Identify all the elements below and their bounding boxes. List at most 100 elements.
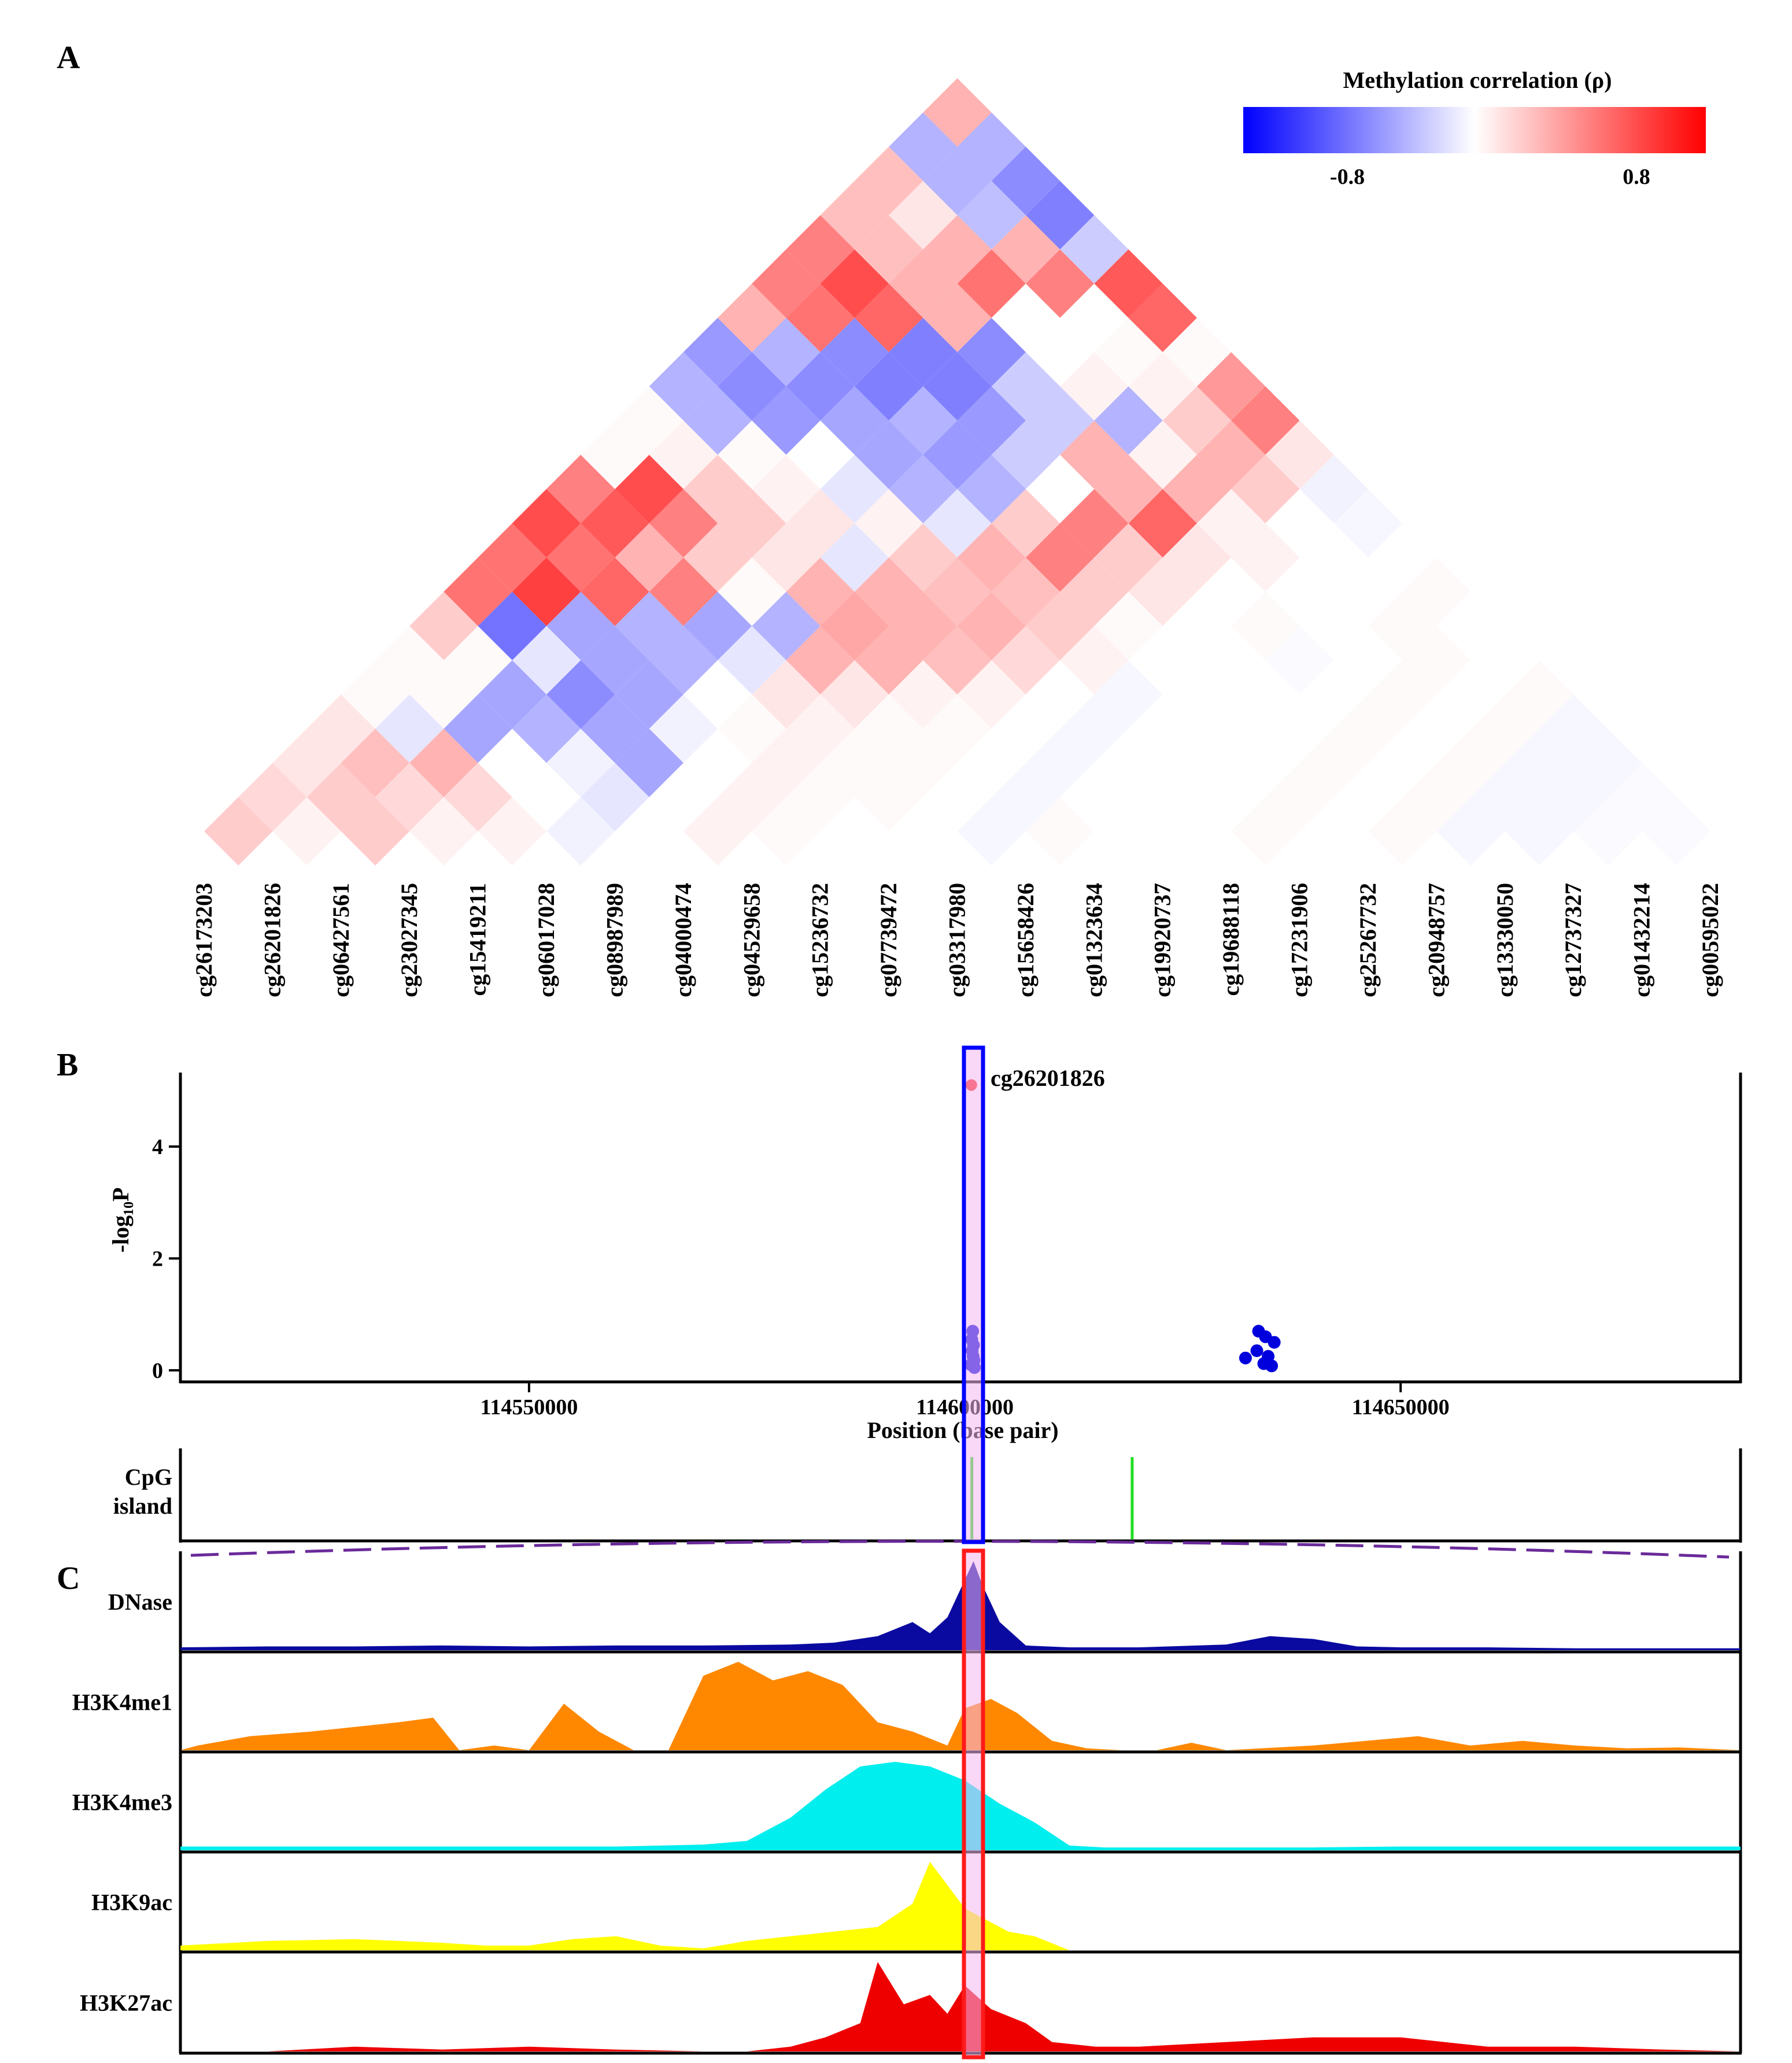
heatmap-cell xyxy=(512,626,581,694)
panel-label-b: B xyxy=(57,1047,78,1083)
heatmap-cell xyxy=(1128,420,1197,489)
scatter-point xyxy=(1265,1359,1279,1373)
heatmap-cell xyxy=(1162,523,1232,592)
heatmap-cell xyxy=(854,626,923,694)
heatmap-cell xyxy=(991,420,1061,489)
cpg-label: cg07739472 xyxy=(875,883,901,997)
highlight-box-blue xyxy=(962,1045,985,1544)
heatmap-cell xyxy=(512,489,581,558)
heatmap-cell xyxy=(272,729,341,797)
heatmap-cell xyxy=(923,283,992,352)
heatmap-cell xyxy=(854,146,923,216)
heatmap-cell xyxy=(854,489,923,558)
heatmap-cell xyxy=(1196,626,1266,694)
heatmap-cell xyxy=(991,626,1061,694)
heatmap-cell xyxy=(683,386,752,455)
legend-max-label: 0.8 xyxy=(1623,165,1650,189)
heatmap-cell xyxy=(718,489,786,558)
heatmap-cell xyxy=(889,112,958,181)
heatmap-cell xyxy=(683,523,752,592)
heatmap-cell xyxy=(1231,386,1300,455)
heatmap-cell xyxy=(1436,797,1505,866)
heatmap-cell xyxy=(957,454,1026,523)
cpg-label: cg06017028 xyxy=(533,883,559,997)
heatmap-cell xyxy=(854,215,923,284)
heatmap-cell xyxy=(820,386,889,455)
heatmap-cell xyxy=(991,215,1061,284)
heatmap-cell xyxy=(1128,283,1197,352)
heatmap-cell xyxy=(1299,523,1368,592)
heatmap-cell xyxy=(752,386,821,455)
heatmap-cell xyxy=(649,489,718,558)
heatmap-cell xyxy=(683,454,752,523)
heatmap-cell xyxy=(306,694,375,763)
heatmap-cell xyxy=(923,215,992,284)
cpg-label: cg04529658 xyxy=(738,883,764,997)
heatmap-cell xyxy=(1025,523,1095,592)
heatmap-cell xyxy=(615,729,683,797)
heatmap-cell xyxy=(1231,454,1300,523)
heatmap-cell xyxy=(581,626,649,694)
heatmap-cell xyxy=(820,523,889,592)
heatmap-cell xyxy=(752,729,821,797)
track-label: DNase xyxy=(108,1589,172,1615)
cpg-island-marks xyxy=(970,1457,1134,1539)
cpg-label: cg00595022 xyxy=(1697,883,1723,997)
heatmap-cell xyxy=(991,557,1061,626)
heatmap-cell xyxy=(1162,386,1232,455)
cpg-label: cg26173203 xyxy=(191,883,217,997)
heatmap-cell xyxy=(718,557,786,626)
cpg-label: cg17231906 xyxy=(1287,883,1313,997)
heatmap-cell xyxy=(1265,694,1334,763)
track-label: H3K4me3 xyxy=(72,1790,172,1816)
heatmap-cell xyxy=(718,420,786,489)
heatmap-cell xyxy=(1573,729,1642,797)
heatmap-cell xyxy=(409,729,478,797)
heatmap-cell xyxy=(957,386,1026,455)
heatmap-cell xyxy=(923,626,992,694)
heatmap-cell xyxy=(615,386,683,455)
heatmap-cell xyxy=(854,557,923,626)
heatmap-cell xyxy=(1368,797,1437,866)
heatmap-cell xyxy=(1162,797,1232,866)
heatmap-cell xyxy=(615,523,683,592)
heatmap-cell xyxy=(786,626,855,694)
scatter-panel: 024 114550000114600000114650000 -log₁₀P … xyxy=(108,1065,1742,1443)
x-tick-label: 114550000 xyxy=(480,1395,578,1419)
heatmap-cell xyxy=(1368,729,1437,797)
cpg-label: cg01432214 xyxy=(1629,883,1655,997)
heatmap-cell xyxy=(1060,283,1129,352)
heatmap-cell xyxy=(615,454,683,523)
heatmap-cell xyxy=(1436,729,1505,797)
heatmap-cell xyxy=(478,660,546,729)
heatmap-cell xyxy=(1505,729,1574,797)
heatmap-cell xyxy=(820,454,889,523)
cpg-label: cg04000474 xyxy=(670,883,696,997)
cpg-island-panel: CpG island xyxy=(113,1448,1742,1559)
cpg-label: cg15419211 xyxy=(465,883,491,996)
heatmap-cell xyxy=(889,317,958,387)
chromatin-tracks: DNase H3K4me1 H3K4me3 H3K9ac H3K27ac xyxy=(72,1551,1742,2055)
heatmap-cell xyxy=(683,317,752,387)
heatmap-cell xyxy=(1025,797,1095,866)
heatmap-cell xyxy=(375,626,444,694)
heatmap-cell xyxy=(718,283,786,352)
heatmap-cell xyxy=(546,660,615,729)
heatmap-cell xyxy=(752,454,821,523)
cpg-island-label-line1: CpG xyxy=(125,1464,172,1490)
heatmap-cell xyxy=(546,729,615,797)
heatmap-cell xyxy=(375,694,444,763)
track-label: H3K4me1 xyxy=(72,1689,172,1716)
heatmap-cell xyxy=(512,763,581,831)
y-tick-label: 4 xyxy=(152,1135,163,1159)
heatmap-cell xyxy=(512,557,581,626)
heatmap-cell xyxy=(1505,660,1574,729)
heatmap-cell xyxy=(341,660,410,729)
heatmap-cell xyxy=(1196,489,1266,558)
heatmap-cell xyxy=(581,420,649,489)
heatmap-cell xyxy=(889,797,958,866)
heatmap-cell xyxy=(1573,797,1642,866)
cpg-label: cg23027345 xyxy=(396,883,422,997)
heatmap-cell xyxy=(957,523,1026,592)
